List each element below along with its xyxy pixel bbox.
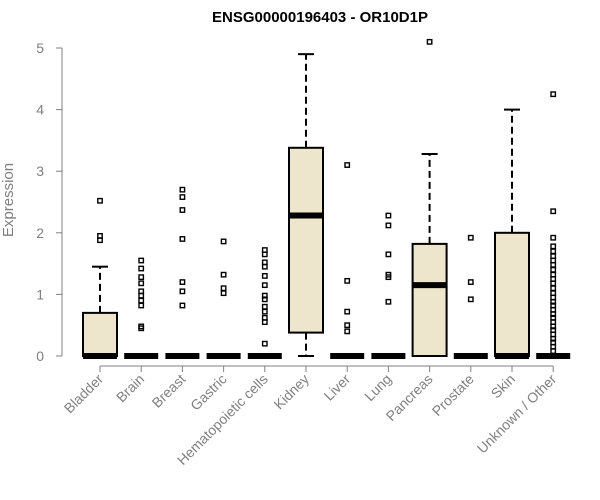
outlier-point — [179, 279, 186, 285]
x-tick-label: Prostate — [429, 371, 477, 419]
outlier-point — [385, 271, 392, 278]
box-breast — [165, 186, 200, 359]
y-tick-label: 2 — [36, 225, 44, 241]
box-iqr — [288, 146, 324, 334]
outlier-point — [138, 302, 145, 309]
box-gastric — [206, 238, 241, 359]
outlier-point — [261, 273, 268, 279]
outlier-point — [261, 308, 268, 315]
outlier-point — [467, 296, 474, 303]
outlier-point — [550, 302, 557, 309]
y-tick-label: 0 — [36, 348, 44, 364]
outlier-point — [344, 322, 351, 329]
outlier-point — [220, 238, 227, 245]
chart-title: ENSG00000196403 - OR10D1P — [212, 9, 428, 26]
outlier-point — [550, 208, 557, 215]
x-tick-label: Liver — [321, 371, 354, 404]
outlier-point — [550, 234, 557, 241]
outlier-point — [138, 288, 145, 295]
x-tick-label: Brain — [113, 371, 147, 405]
box-prostate — [453, 234, 488, 359]
box-iqr — [82, 311, 118, 358]
outlier-point — [344, 162, 351, 168]
outlier-point — [550, 253, 557, 260]
outlier-point — [385, 212, 392, 219]
outlier-point — [179, 302, 186, 309]
outlier-point — [261, 292, 268, 299]
box-bladder — [82, 197, 118, 359]
outlier-point — [385, 222, 392, 229]
outlier-point — [220, 290, 227, 297]
outlier-point — [550, 248, 557, 255]
box-iqr — [411, 242, 448, 357]
outlier-point — [550, 290, 557, 297]
box-kidney — [288, 53, 324, 357]
outlier-point — [550, 271, 557, 278]
y-tick-label: 5 — [36, 40, 44, 56]
y-tick-label: 1 — [36, 286, 44, 302]
box-iqr — [494, 231, 530, 357]
y-tick-label: 4 — [36, 102, 44, 118]
y-axis: 0 1 2 3 4 5 — [36, 40, 63, 364]
box-liver — [330, 162, 365, 359]
outlier-point — [467, 234, 474, 241]
outlier-point — [138, 257, 145, 264]
outlier-point — [97, 197, 103, 204]
outlier-point — [179, 236, 186, 242]
outlier-point — [344, 277, 351, 284]
x-tick-label: Bladder — [61, 371, 107, 417]
outlier-point — [550, 314, 557, 321]
outlier-point — [179, 207, 186, 213]
outlier-point — [550, 285, 557, 292]
outlier-point — [138, 280, 145, 287]
box-hematopoietic-cells — [247, 247, 282, 359]
x-tick-label: Kidney — [271, 371, 313, 413]
box-unknown-other — [536, 91, 571, 359]
box-group — [82, 38, 571, 359]
outlier-point — [550, 91, 557, 98]
outlier-point — [138, 274, 145, 281]
y-tick-label: 3 — [36, 163, 44, 179]
outlier-point — [261, 247, 268, 253]
outlier-point — [261, 282, 268, 289]
outlier-point — [261, 296, 268, 303]
outlier-point — [467, 279, 474, 285]
outlier-point — [220, 271, 227, 278]
outlier-point — [385, 298, 392, 305]
outlier-point — [97, 232, 103, 239]
outlier-point — [550, 266, 557, 273]
outlier-point — [550, 243, 557, 250]
x-tick-label: Lung — [361, 371, 394, 404]
outlier-point — [179, 186, 186, 193]
box-brain — [124, 257, 159, 359]
box-pancreas — [411, 38, 448, 357]
box-skin — [494, 108, 530, 359]
outlier-point — [261, 314, 268, 321]
outlier-point — [220, 285, 227, 292]
y-axis-label: Expression — [0, 163, 17, 237]
box-lung — [371, 212, 406, 359]
outlier-point — [261, 303, 268, 310]
x-tick-label: Skin — [488, 371, 519, 402]
outlier-point — [179, 288, 186, 295]
outlier-point — [261, 340, 268, 347]
outlier-point — [385, 251, 392, 258]
outlier-point — [344, 308, 351, 315]
outlier-point — [138, 265, 145, 272]
outlier-point — [550, 327, 557, 334]
outlier-point — [550, 339, 557, 346]
outlier-point — [138, 297, 145, 304]
outlier-point — [179, 194, 186, 200]
outlier-point — [138, 323, 145, 330]
outlier-point — [426, 38, 433, 45]
outlier-point — [344, 328, 351, 335]
x-tick-label: Breast — [149, 371, 189, 411]
outlier-point — [261, 259, 268, 266]
